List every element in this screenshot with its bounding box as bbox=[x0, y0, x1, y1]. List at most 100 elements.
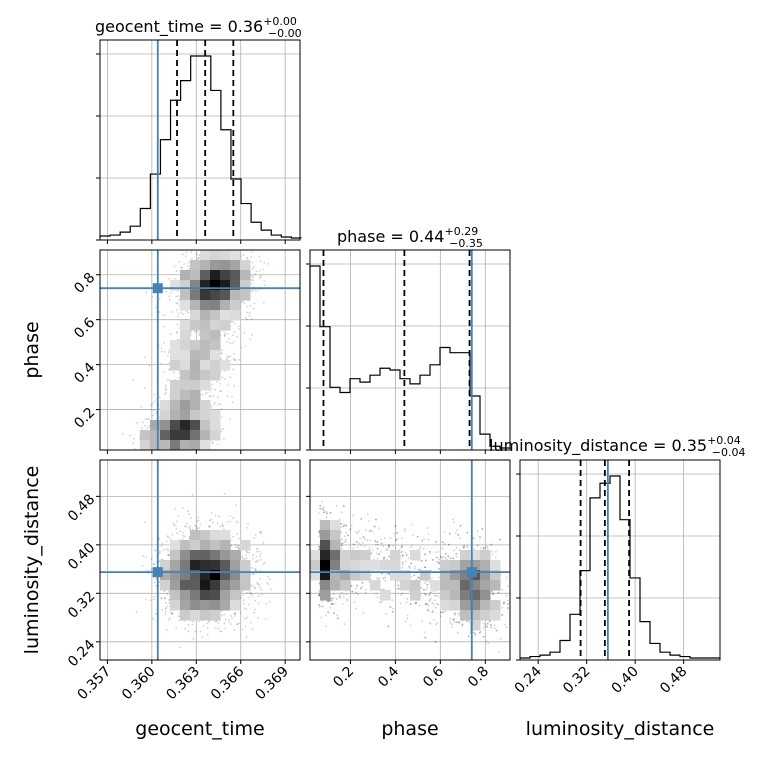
sample-point bbox=[256, 581, 258, 584]
sample-point bbox=[255, 555, 258, 558]
sample-point bbox=[252, 553, 255, 556]
sample-point bbox=[177, 515, 180, 518]
sample-point bbox=[190, 517, 192, 520]
sample-point bbox=[173, 265, 176, 268]
histogram-step-phase bbox=[309, 265, 510, 449]
density-cell bbox=[200, 320, 211, 331]
sample-point bbox=[256, 550, 258, 553]
panel-border bbox=[309, 249, 511, 451]
sample-point bbox=[165, 391, 167, 394]
sample-point bbox=[267, 262, 270, 265]
sample-point bbox=[243, 607, 246, 610]
sample-point bbox=[165, 388, 168, 391]
density-cell bbox=[200, 330, 211, 341]
x-tick-label: 0.48 bbox=[657, 664, 690, 697]
sample-point bbox=[220, 630, 223, 633]
sample-point bbox=[152, 414, 155, 417]
density-cell bbox=[190, 300, 201, 311]
density-cell bbox=[190, 270, 201, 281]
sample-point bbox=[143, 387, 146, 390]
sample-point bbox=[244, 316, 247, 319]
sample-point bbox=[217, 403, 220, 406]
sample-point bbox=[168, 554, 170, 557]
sample-point bbox=[180, 311, 182, 314]
sample-point bbox=[153, 409, 156, 411]
sample-point bbox=[211, 521, 214, 524]
sample-point bbox=[167, 549, 169, 552]
density-cell bbox=[210, 280, 221, 291]
sample-point bbox=[176, 323, 179, 326]
density-cell bbox=[230, 270, 241, 281]
sample-point bbox=[198, 527, 201, 530]
sample-point bbox=[258, 255, 261, 258]
sample-point bbox=[235, 520, 237, 523]
density-cell bbox=[190, 440, 201, 450]
density-cell bbox=[210, 260, 221, 271]
sample-point bbox=[216, 522, 219, 524]
sample-point bbox=[254, 273, 256, 276]
sample-point bbox=[224, 627, 227, 630]
sample-point bbox=[183, 620, 186, 622]
sample-point bbox=[158, 297, 161, 300]
sample-point bbox=[264, 284, 266, 287]
sample-point bbox=[155, 577, 157, 580]
sample-point bbox=[220, 390, 222, 393]
density-cell bbox=[170, 440, 181, 450]
sample-point bbox=[232, 535, 235, 538]
sample-point bbox=[222, 528, 225, 531]
sample-point bbox=[248, 314, 251, 317]
sample-point bbox=[150, 568, 153, 571]
sample-point bbox=[220, 430, 223, 433]
sample-point bbox=[241, 300, 244, 303]
sample-point bbox=[177, 615, 180, 618]
sample-point bbox=[268, 600, 271, 603]
sample-point bbox=[205, 391, 208, 394]
sample-point bbox=[226, 332, 229, 335]
density-cell bbox=[190, 430, 201, 441]
panel-border bbox=[99, 249, 301, 451]
sample-point bbox=[229, 341, 231, 344]
density-cell bbox=[200, 420, 211, 431]
sample-point bbox=[253, 266, 255, 268]
sample-point bbox=[213, 403, 216, 406]
sample-point bbox=[259, 530, 262, 533]
sample-point bbox=[173, 371, 175, 374]
sample-point bbox=[221, 525, 224, 528]
density-cell bbox=[210, 430, 221, 441]
density-cell bbox=[180, 270, 191, 281]
sample-point bbox=[175, 308, 178, 311]
sample-point bbox=[166, 605, 169, 608]
sample-point bbox=[252, 276, 255, 278]
density-cell bbox=[190, 340, 201, 351]
sample-point bbox=[258, 586, 261, 588]
sample-point bbox=[217, 627, 220, 630]
sample-point bbox=[234, 612, 236, 615]
sample-point bbox=[197, 257, 200, 259]
density-cell bbox=[170, 390, 181, 401]
sample-point bbox=[186, 265, 189, 267]
sample-point bbox=[259, 531, 261, 534]
sample-point bbox=[259, 552, 262, 555]
sample-point bbox=[221, 523, 224, 525]
sample-point bbox=[246, 311, 249, 314]
sample-point bbox=[259, 555, 262, 558]
sample-point bbox=[243, 602, 245, 605]
sample-point bbox=[165, 290, 168, 293]
sample-point bbox=[216, 381, 218, 383]
sample-point bbox=[163, 597, 166, 599]
sample-point bbox=[248, 312, 251, 314]
sample-point bbox=[180, 267, 183, 269]
sample-point bbox=[167, 553, 170, 556]
density-cell bbox=[220, 280, 231, 291]
sample-point bbox=[240, 346, 243, 349]
sample-point bbox=[165, 386, 168, 389]
sample-point bbox=[221, 376, 224, 379]
sample-point bbox=[220, 610, 223, 612]
sample-point bbox=[250, 282, 253, 285]
sample-point bbox=[187, 261, 190, 264]
sample-point bbox=[170, 611, 172, 614]
sample-point bbox=[255, 547, 258, 550]
sample-point bbox=[241, 590, 244, 593]
sample-point bbox=[238, 544, 240, 547]
